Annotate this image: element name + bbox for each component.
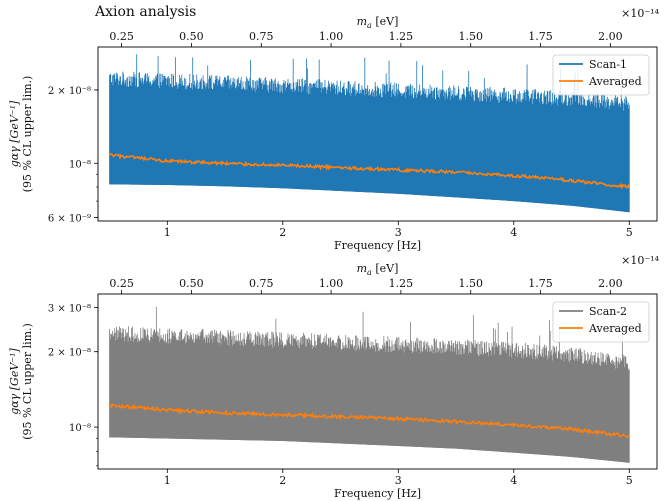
y-tick-label: 10⁻⁸	[69, 159, 91, 170]
x2-axis-label: ma [eV]	[357, 262, 399, 277]
x2-tick-label: 1.25	[389, 277, 414, 290]
x-axis-label: Frequency [Hz]	[334, 239, 421, 252]
x2-tick-label: 0.75	[249, 30, 274, 43]
x-axis-label: Frequency [Hz]	[334, 487, 421, 500]
x-tick-label: 1	[164, 474, 171, 487]
y-tick-label: 6 × 10⁻⁹	[48, 213, 91, 224]
x2-axis-label: ma [eV]	[357, 15, 399, 30]
x2-tick-label: 1.00	[319, 277, 344, 290]
legend-box	[552, 54, 650, 96]
x-tick-label: 2	[279, 226, 286, 239]
top-panel: 1 2 3 4 5 Frequency [Hz] 0.25 0.50 0.75 1.00 1.25 1…	[8, 7, 660, 252]
x-tick-label: 1	[164, 226, 171, 239]
axes-frame	[97, 293, 658, 470]
x2-tick-label: 0.50	[179, 30, 204, 43]
x-tick-label: 4	[510, 474, 517, 487]
x2-tick-label: 2.00	[598, 277, 623, 290]
y-tick-label: 2 × 10⁻⁸	[48, 86, 91, 97]
x2-tick-label: 1.50	[458, 30, 483, 43]
y-axis-label-line1: gαγ [GeV⁻¹]	[8, 348, 21, 415]
x2-tick-label: 0.25	[109, 30, 134, 43]
x-tick-label: 5	[626, 226, 633, 239]
figure-title: Axion analysis	[95, 4, 197, 20]
x2-tick-label: 0.25	[109, 277, 134, 290]
legend-label: Averaged	[588, 75, 642, 88]
y-tick-label: 10⁻⁸	[69, 423, 91, 434]
y-axis-label-line1: gαγ [GeV⁻¹]	[8, 100, 21, 167]
legend-label: Scan-1	[589, 58, 627, 71]
x-tick-label: 2	[279, 474, 286, 487]
x2-tick-label: 2.00	[598, 30, 623, 43]
x2-tick-label: 1.75	[528, 30, 553, 43]
x-tick-label: 4	[510, 226, 517, 239]
y-tick-label: 2 × 10⁻⁸	[48, 348, 91, 359]
x2-tick-label: 1.50	[458, 277, 483, 290]
bottom-panel: 1 2 3 4 5 Frequency [Hz] 0.25 0.50 0.75 1.00 1.25 1…	[8, 254, 660, 500]
x2-tick-label: 0.75	[249, 277, 274, 290]
x-tick-label: 3	[395, 474, 402, 487]
x2-tick-label: 1.25	[389, 30, 414, 43]
x-tick-label: 5	[626, 474, 633, 487]
x2-multiplier: ×10⁻¹⁴	[621, 254, 659, 267]
x2-tick-label: 1.00	[319, 30, 344, 43]
series-line-averaged	[109, 403, 630, 439]
y-tick-label: 3 × 10⁻⁸	[48, 304, 91, 315]
legend-label: Averaged	[588, 322, 642, 335]
x2-multiplier: ×10⁻¹⁴	[621, 7, 659, 20]
plot-area	[109, 54, 631, 213]
legend-label: Scan-2	[589, 305, 627, 318]
y-axis-label-line2: (95 % CL upper lim.)	[21, 76, 34, 193]
legend-box	[552, 301, 650, 343]
x2-tick-label: 0.50	[179, 277, 204, 290]
x2-tick-label: 1.75	[528, 277, 553, 290]
series-band-scan-1	[109, 54, 630, 213]
axes-frame	[97, 46, 658, 222]
plot-area	[109, 306, 630, 463]
x-tick-label: 3	[395, 226, 402, 239]
y-axis-label-line2: (95 % CL upper lim.)	[21, 323, 34, 440]
series-line-averaged	[109, 153, 631, 190]
series-band-scan-2	[109, 306, 630, 463]
